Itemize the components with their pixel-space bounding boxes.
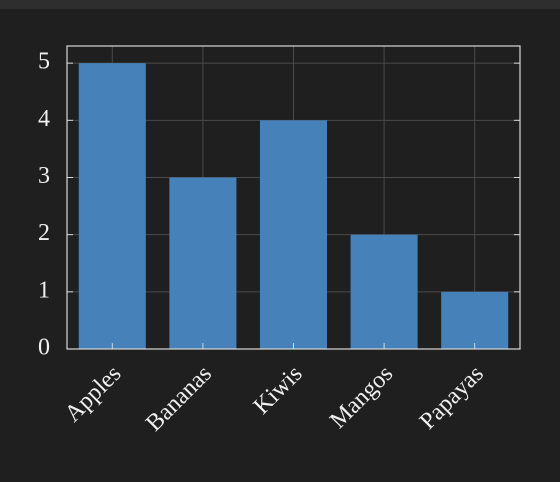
y-tick-label: 5 (38, 49, 50, 75)
top-bar (0, 0, 560, 9)
y-tick-label: 3 (38, 163, 50, 189)
y-tick-label: 0 (38, 335, 50, 361)
bar (78, 63, 146, 350)
bar (259, 120, 328, 349)
bar (169, 177, 237, 349)
y-tick-label: 4 (38, 106, 50, 132)
x-tick-label: Papayas (415, 361, 489, 435)
x-tick-label: Apples (60, 361, 126, 427)
x-tick-label: Mangos (325, 361, 398, 434)
bar (441, 291, 509, 349)
x-tick-label: Kiwis (249, 361, 308, 420)
y-tick-label: 2 (38, 220, 50, 246)
bar (350, 234, 418, 349)
y-tick-label: 1 (38, 277, 50, 303)
x-tick-label: Bananas (141, 361, 217, 437)
bars (78, 63, 509, 350)
